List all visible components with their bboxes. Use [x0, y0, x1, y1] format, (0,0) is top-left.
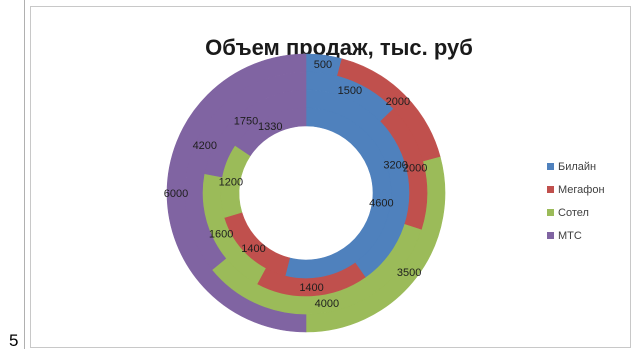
- legend-swatch: [547, 163, 554, 170]
- legend-swatch: [547, 209, 554, 216]
- row-number-label: 5: [9, 331, 19, 350]
- legend-label: МТС: [558, 230, 582, 242]
- donut-rings: [166, 53, 446, 333]
- legend-label: Мегафон: [558, 184, 605, 196]
- chart-title: Объем продаж, тыс. руб: [205, 35, 473, 60]
- legend-swatch: [547, 186, 554, 193]
- chart-svg: Объем продаж, тыс. руб 500 2000 3500 6000 15…: [164, 35, 605, 333]
- donut-segment[interactable]: [235, 107, 307, 157]
- legend-swatch: [547, 232, 554, 239]
- data-label: 4600: [369, 197, 393, 209]
- data-label: 1600: [209, 228, 233, 240]
- data-label: 4000: [315, 298, 339, 310]
- data-label: 6000: [164, 188, 188, 200]
- chart-area[interactable]: Объем продаж, тыс. руб 500 2000 3500 6000 15…: [30, 6, 631, 348]
- data-label: 1750: [234, 116, 258, 128]
- legend-label: Билайн: [558, 161, 596, 173]
- data-label: 500: [314, 59, 332, 71]
- data-label: 1330: [258, 121, 282, 133]
- data-label: 2000: [386, 96, 410, 108]
- data-label: 4200: [193, 140, 217, 152]
- data-label: 2000: [403, 163, 427, 175]
- legend[interactable]: Билайн Мегафон Сотел МТС: [547, 161, 605, 242]
- sheet-gridline: [24, 0, 25, 349]
- data-label: 1400: [241, 243, 265, 255]
- data-labels: 500 2000 3500 6000 1500 2000 4000 4200 3200 1400 1…: [164, 59, 428, 310]
- legend-label: Сотел: [558, 207, 589, 219]
- data-label: 3500: [397, 267, 421, 279]
- data-label: 1500: [338, 85, 362, 97]
- data-label: 3200: [383, 160, 407, 172]
- data-label: 1400: [299, 282, 323, 294]
- data-label: 1200: [219, 177, 243, 189]
